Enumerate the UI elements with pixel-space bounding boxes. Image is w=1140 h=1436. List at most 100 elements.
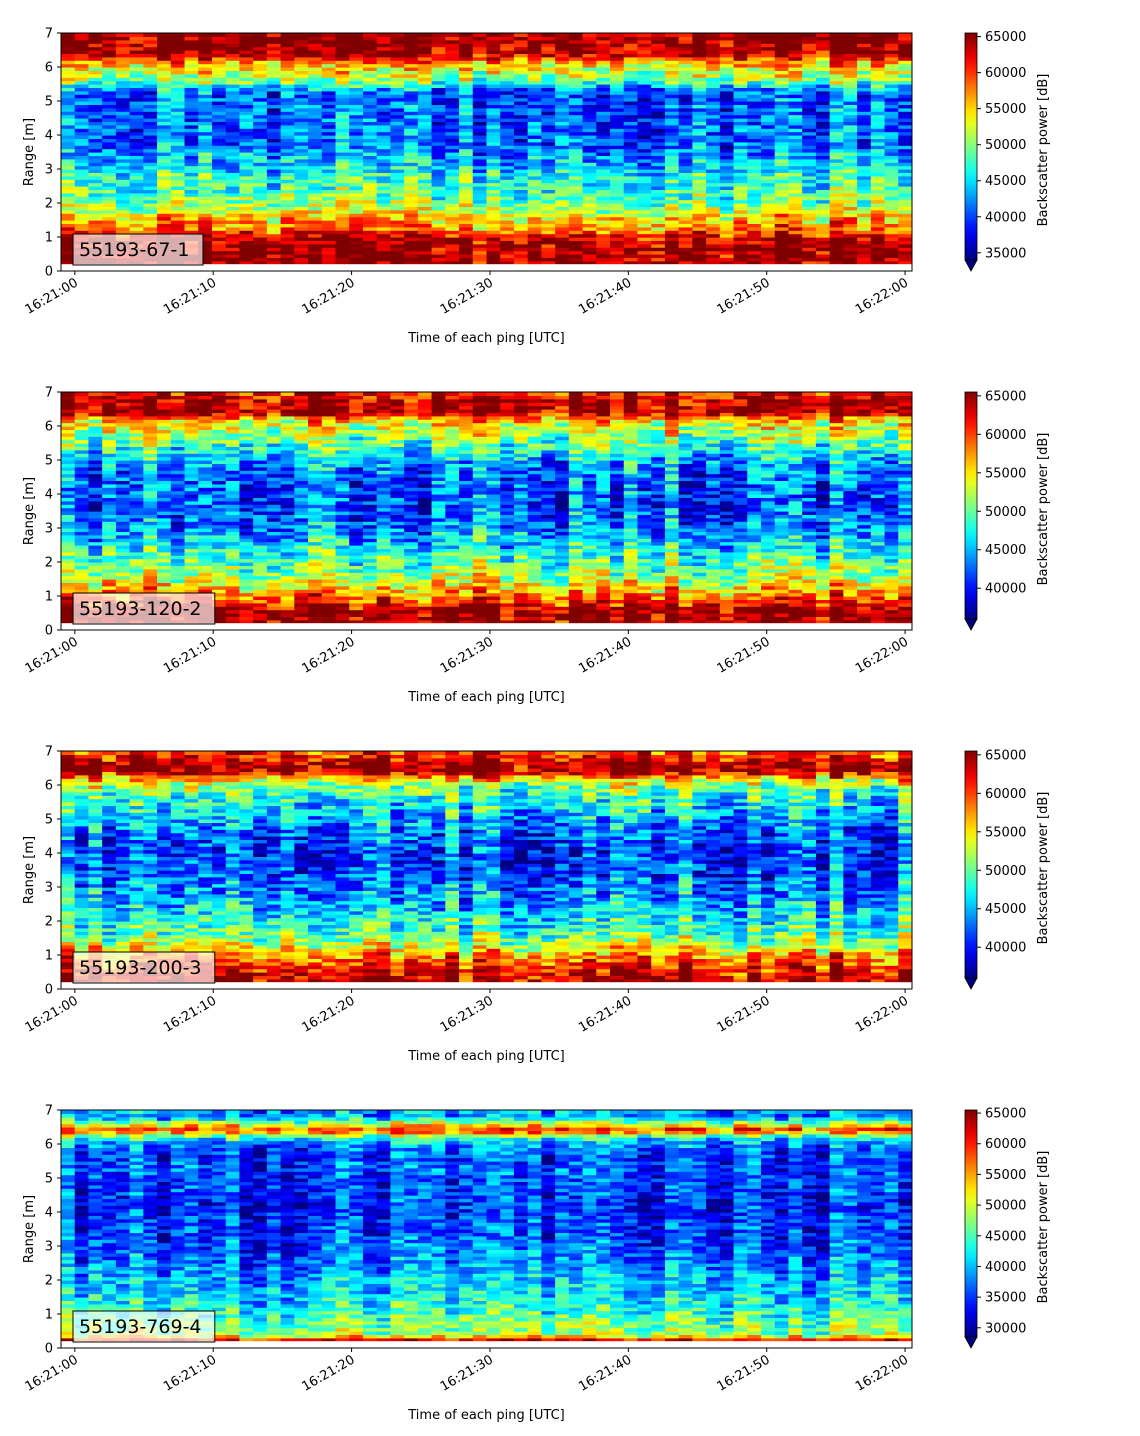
heatmap-cell [157,53,172,58]
heatmap-cell [102,453,117,458]
heatmap-cell [884,213,899,218]
heatmap-cell [623,148,639,153]
heatmap-cell [417,67,433,71]
heatmap-cell [651,172,666,177]
heatmap-cell [596,67,611,71]
heatmap-cell [513,213,529,218]
heatmap-cell [706,111,721,116]
heatmap-cell [884,94,899,99]
heatmap-cell [774,240,790,245]
heatmap-cell [541,175,556,180]
heatmap-cell [88,412,103,417]
heatmap-cell [211,135,227,139]
heatmap-cell [88,456,103,461]
heatmap-cell [239,226,254,231]
heatmap-cell [102,466,117,471]
heatmap-cell [88,555,103,560]
heatmap-cell [733,169,748,173]
heatmap-cell [706,70,721,75]
heatmap-cell [472,118,488,122]
heatmap-cell [390,196,405,201]
heatmap-cell [308,165,323,170]
heatmap-cell [211,254,227,258]
heatmap-cell [500,107,515,112]
heatmap-cell [294,39,309,44]
heatmap-cell [843,165,858,170]
heatmap-cell [280,87,295,92]
heatmap-cell [445,43,460,48]
heatmap-cell [417,94,433,99]
heatmap-cell [239,243,254,248]
heatmap-cell [500,33,515,37]
heatmap-cell [157,104,172,109]
heatmap-cell [253,118,268,122]
heatmap-cell [266,162,282,167]
heatmap-cell [774,36,790,41]
heatmap-cell [74,192,90,197]
heatmap-cell [733,152,748,156]
heatmap-cell [486,172,501,177]
heatmap-cell [678,162,693,167]
heatmap-cell [61,230,76,235]
heatmap-cell [500,67,515,71]
heatmap-cell [459,87,474,92]
heatmap-cell [431,179,446,184]
heatmap-cell [280,165,295,170]
heatmap-cell [74,53,90,58]
heatmap-cell [706,131,721,136]
heatmap-cell [61,148,76,153]
heatmap-cell [568,250,584,255]
heatmap-cell [198,172,213,177]
heatmap-cell [898,179,912,184]
heatmap-cell [527,172,543,177]
heatmap-cell [88,196,103,201]
heatmap-cell [829,155,844,160]
heatmap-cell [486,36,501,41]
heatmap-cell [555,107,570,112]
heatmap-cell [651,114,666,119]
heatmap-cell [541,203,556,207]
heatmap-cell [253,260,268,265]
heatmap-cell [280,46,295,51]
heatmap-cell [184,206,199,211]
heatmap-cell [445,220,460,224]
heatmap-cell [623,50,639,54]
heatmap-cell [61,487,76,492]
heatmap-cell [761,172,776,177]
heatmap-cell [74,398,90,403]
heatmap-cell [198,203,213,207]
heatmap-cell [500,196,515,201]
heatmap-cell [308,148,323,153]
heatmap-cell [527,141,543,146]
heatmap-cell [129,73,144,78]
heatmap-cell [802,199,817,204]
heatmap-cell [486,77,501,82]
heatmap-cell [857,233,872,238]
heatmap-cell [802,53,817,58]
heatmap-cell [568,254,584,258]
heatmap-cell [143,572,158,577]
heatmap-cell [349,254,364,258]
heatmap-cell [541,80,556,85]
heatmap-cell [143,531,158,536]
heatmap-cell [280,121,295,126]
heatmap-cell [157,568,172,573]
heatmap-cell [74,579,90,583]
heatmap-cell [390,43,405,48]
heatmap-cell [349,87,364,92]
heatmap-cell [472,179,488,184]
heatmap-cell [308,189,323,194]
heatmap-cell [500,169,515,173]
heatmap-cell [102,203,117,207]
heatmap-cell [610,226,625,231]
heatmap-cell [500,226,515,231]
heatmap-cell [61,121,76,126]
heatmap-cell [102,565,117,570]
heatmap-cell [884,196,899,201]
heatmap-cell [198,155,213,160]
heatmap-cell [527,145,543,150]
heatmap-cell [651,243,666,248]
heatmap-cell [486,216,501,221]
heatmap-cell [486,189,501,194]
heatmap-cell [513,250,529,255]
